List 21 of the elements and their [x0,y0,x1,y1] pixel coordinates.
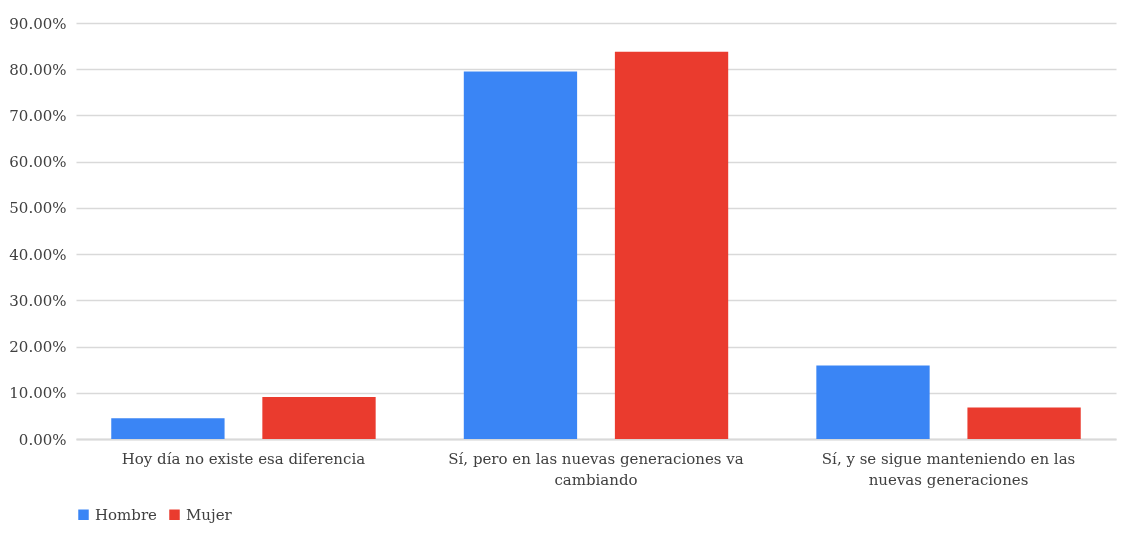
y-tick-label: 30.00% [9,291,67,310]
y-tick-label: 40.00% [9,245,67,264]
y-tick-label: 20.00% [9,338,67,357]
y-tick-label: 10.00% [9,384,67,403]
bar [111,418,225,439]
bar [262,396,376,439]
legend-label: Hombre [95,505,158,524]
x-tick-label: Hoy día no existe esa diferencia [121,449,366,468]
bar [967,407,1081,439]
x-tick-label: Sí, y se sigue manteniendo en las nuevas generaciones [821,449,1076,489]
y-tick-label: 0.00% [18,430,67,449]
y-tick-label: 80.00% [9,60,67,79]
legend-label: Mujer [186,505,233,524]
x-tick-label: Sí, pero en las nuevas generaciones va cambiando [448,449,744,489]
y-tick-label: 70.00% [9,106,67,125]
bar [816,365,930,439]
y-tick-label: 50.00% [9,199,67,218]
bar [463,71,578,439]
y-tick-label: 60.00% [9,153,67,172]
y-tick-label: 90.00% [9,14,67,33]
bar [614,51,729,439]
